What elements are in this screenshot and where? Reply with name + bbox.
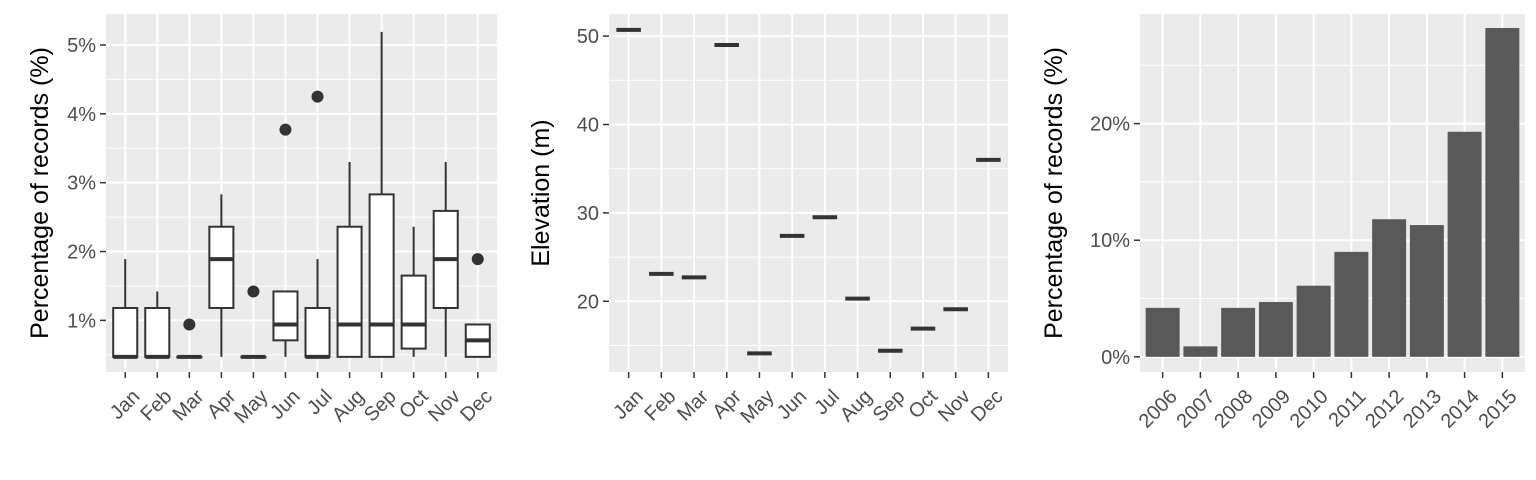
- bar: [1183, 346, 1218, 357]
- x-tick-label: 2007: [1173, 386, 1220, 433]
- x-tick-label: May: [230, 386, 272, 428]
- box: [336, 225, 363, 358]
- box: [112, 306, 139, 358]
- bar: [1409, 225, 1444, 357]
- panel-background: [609, 14, 1008, 372]
- y-tick-label: 10%: [1090, 230, 1130, 252]
- y-tick-label: 20: [577, 291, 599, 313]
- y-tick-label: 40: [577, 114, 599, 136]
- y-tick-label: 30: [577, 203, 599, 225]
- x-tick-label: 2009: [1248, 386, 1295, 433]
- bar: [1334, 251, 1369, 357]
- box: [304, 306, 331, 358]
- outlier-point: [279, 123, 292, 136]
- bar: [1447, 131, 1482, 357]
- x-tick-label: Feb: [136, 386, 176, 426]
- x-tick-label: 2012: [1361, 386, 1408, 433]
- monthly-percentage-boxplot: Percentage of records (%) 1% 2% 3% 4% 5% JanF…: [26, 14, 497, 428]
- x-tick-label: Nov: [934, 386, 975, 427]
- y-tick-label: 4%: [67, 104, 96, 126]
- box: [368, 193, 395, 358]
- y-tick-label: 20%: [1090, 114, 1130, 136]
- y-tick-label: 2%: [67, 242, 96, 264]
- y-tick-label: 50: [577, 26, 599, 48]
- y-tick-label: 0%: [1101, 347, 1130, 369]
- y-axis-title: Percentage of records (%): [26, 47, 54, 339]
- outlier-point: [471, 253, 484, 266]
- x-tick-label: Oct: [395, 385, 433, 423]
- outlier-point: [183, 318, 196, 331]
- outlier-point: [311, 90, 324, 103]
- x-tick-label: Aug: [328, 386, 369, 427]
- x-tick-label: Mar: [673, 385, 713, 425]
- x-tick-label: 2006: [1135, 386, 1182, 433]
- x-tick-label: Sep: [869, 386, 910, 427]
- x-tick-label: Jun: [266, 386, 304, 424]
- x-tick-label: Aug: [836, 386, 877, 427]
- monthly-elevation-chart: Elevation (m) 20304050JanFebMarAprMayJun…: [527, 14, 1008, 428]
- box: [272, 290, 299, 342]
- x-tick-label: Jan: [609, 386, 647, 424]
- x-tick-label: Oct: [905, 385, 943, 423]
- x-tick-label: Jun: [773, 386, 811, 424]
- bar: [1258, 302, 1293, 357]
- x-tick-label: May: [736, 386, 778, 428]
- y-tick-label: 3%: [67, 173, 96, 195]
- x-tick-label: Sep: [360, 386, 401, 427]
- y-tick-label: 1%: [67, 310, 96, 332]
- x-tick-label: 2015: [1474, 386, 1521, 433]
- x-tick-label: 2010: [1286, 386, 1333, 433]
- bar: [1221, 307, 1256, 357]
- y-axis-title: Percentage of records (%): [1040, 47, 1068, 339]
- x-tick-label: Mar: [169, 385, 209, 425]
- box: [208, 225, 235, 309]
- bar: [1145, 307, 1180, 357]
- x-tick-label: Dec: [967, 386, 1008, 427]
- x-tick-label: 2011: [1325, 386, 1371, 432]
- y-axis-title: Elevation (m): [527, 119, 555, 266]
- x-tick-label: Jan: [106, 386, 144, 424]
- box: [144, 306, 171, 358]
- bar: [1296, 285, 1331, 357]
- box: [400, 274, 427, 350]
- bar: [1372, 219, 1407, 357]
- yearly-percentage-bar-chart: Percentage of records (%) 0%10%20%200620…: [1040, 14, 1525, 433]
- x-tick-label: 2013: [1399, 386, 1446, 433]
- panel-background: [106, 14, 497, 372]
- x-tick-label: 2008: [1210, 386, 1257, 433]
- bar: [1485, 27, 1520, 357]
- outlier-point: [247, 285, 260, 298]
- y-tick-label: 5%: [67, 35, 96, 57]
- x-tick-label: Feb: [641, 386, 681, 426]
- x-tick-label: 2014: [1437, 386, 1484, 433]
- x-tick-label: Dec: [456, 386, 497, 427]
- x-tick-label: Nov: [424, 386, 465, 427]
